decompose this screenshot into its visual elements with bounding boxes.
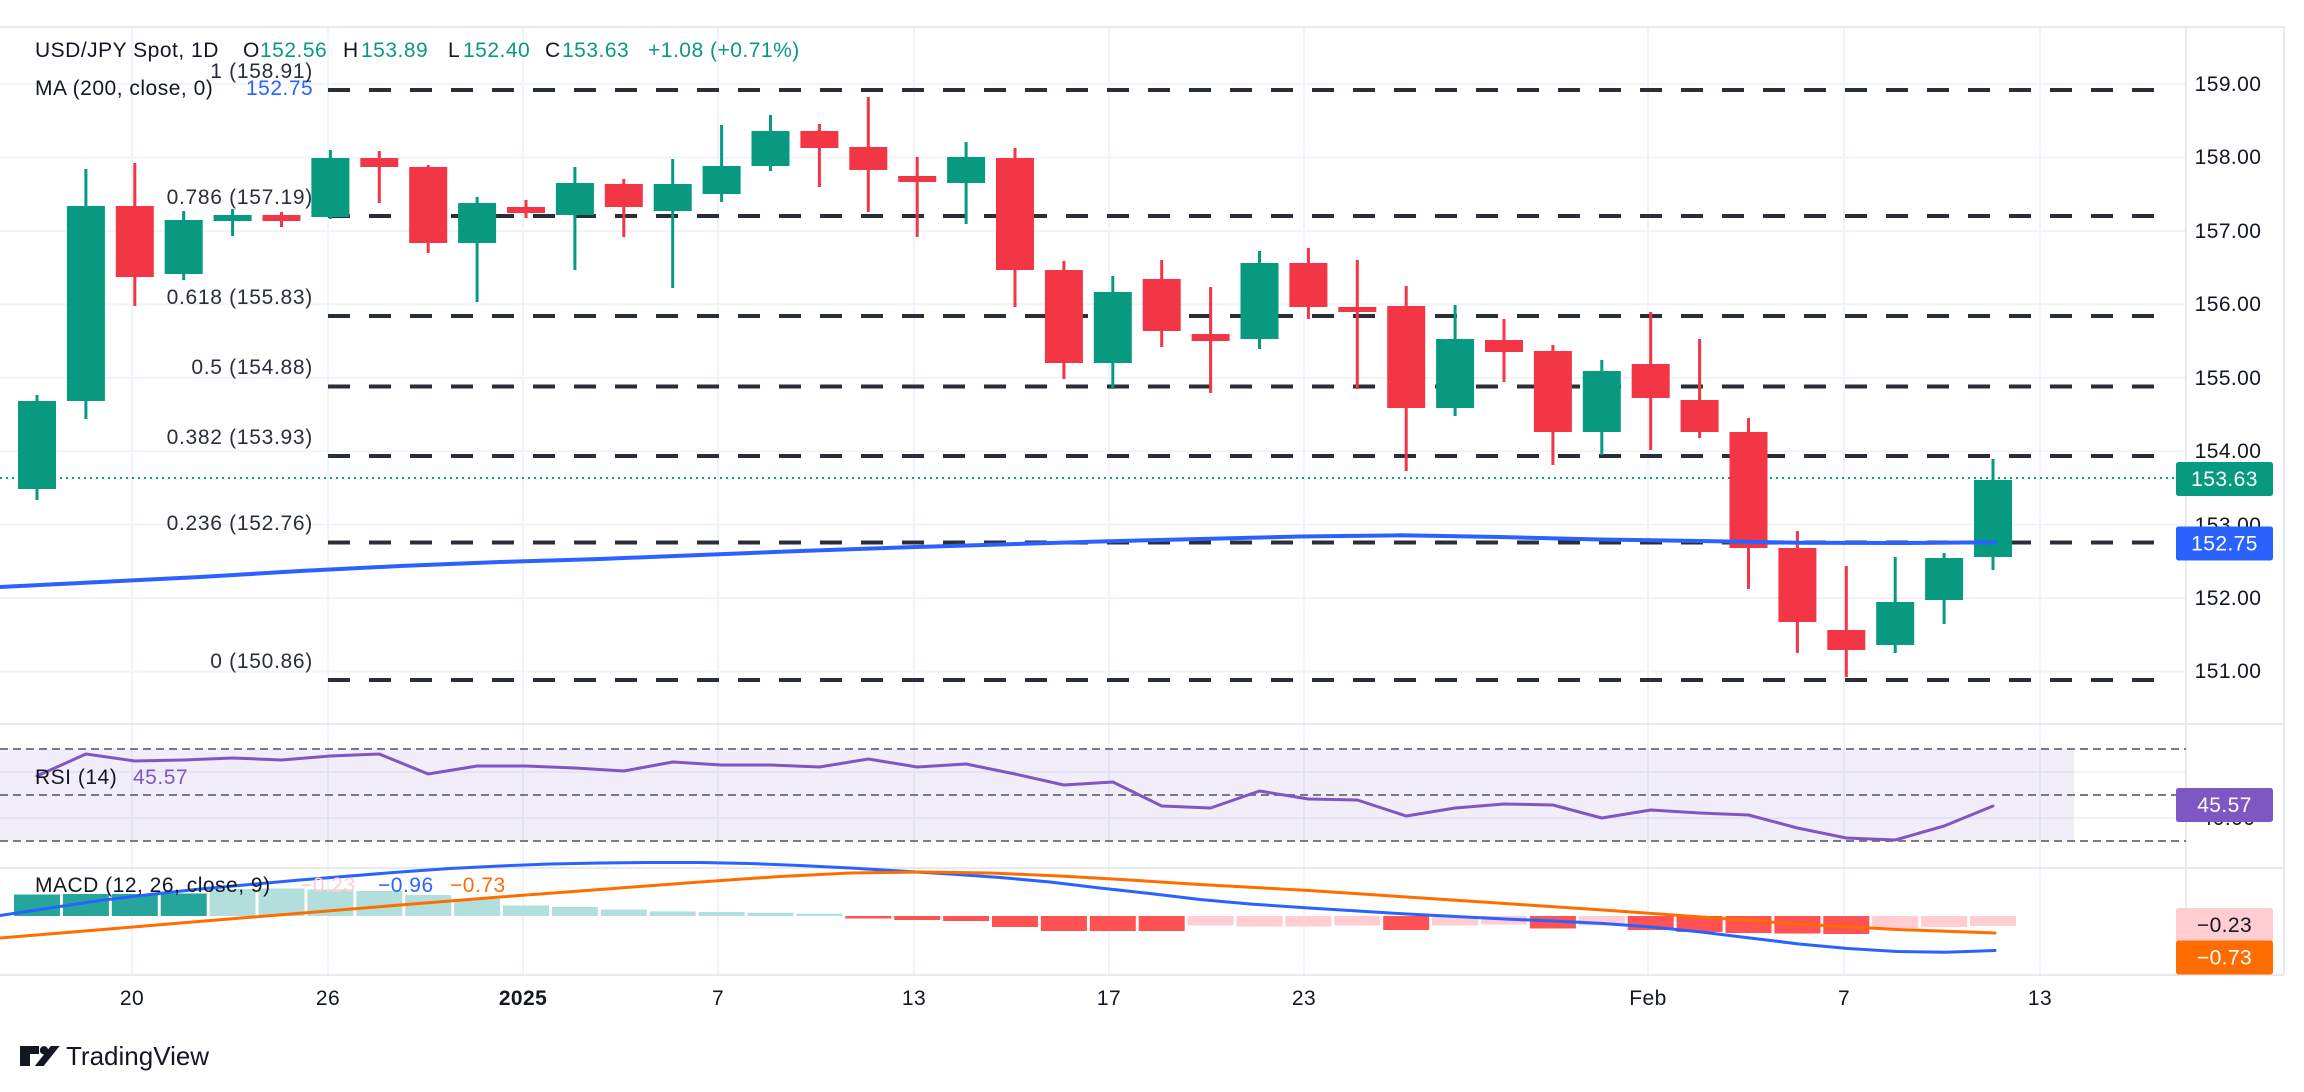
svg-text:−0.23: −0.23 <box>2197 914 2252 937</box>
svg-text:1 (158.91): 1 (158.91) <box>210 60 313 83</box>
svg-text:13: 13 <box>2028 987 2052 1010</box>
svg-text:156.00: 156.00 <box>2195 293 2262 316</box>
svg-text:155.00: 155.00 <box>2195 367 2262 390</box>
svg-text:0 (150.86): 0 (150.86) <box>210 650 313 673</box>
svg-text:7: 7 <box>712 987 724 1010</box>
svg-text:0.786 (157.19): 0.786 (157.19) <box>167 186 313 209</box>
svg-text:159.00: 159.00 <box>2195 73 2262 96</box>
svg-text:0.5 (154.88): 0.5 (154.88) <box>191 356 313 379</box>
svg-text:RSI (14)45.57: RSI (14) 45.57 <box>35 766 188 789</box>
svg-text:−0.73: −0.73 <box>2197 947 2252 970</box>
svg-text:17: 17 <box>1097 987 1121 1010</box>
svg-text:157.00: 157.00 <box>2195 220 2262 243</box>
svg-text:13: 13 <box>902 987 926 1010</box>
svg-text:Feb: Feb <box>1629 987 1666 1010</box>
svg-text:152.00: 152.00 <box>2195 587 2262 610</box>
svg-text:0.382 (153.93): 0.382 (153.93) <box>167 426 313 449</box>
svg-text:26: 26 <box>316 987 340 1010</box>
svg-text:23: 23 <box>1292 987 1316 1010</box>
svg-text:158.00: 158.00 <box>2195 146 2262 169</box>
svg-text:151.00: 151.00 <box>2195 660 2262 683</box>
svg-text:2025: 2025 <box>499 987 547 1010</box>
svg-text:152.75: 152.75 <box>2191 533 2258 556</box>
svg-text:7: 7 <box>1838 987 1850 1010</box>
svg-text:153.63: 153.63 <box>2191 468 2258 491</box>
svg-text:0.618 (155.83): 0.618 (155.83) <box>167 286 313 309</box>
svg-text:TradingView: TradingView <box>66 1041 209 1071</box>
svg-text:20: 20 <box>120 987 144 1010</box>
svg-text:154.00: 154.00 <box>2195 440 2262 463</box>
svg-text:45.57: 45.57 <box>2197 794 2252 817</box>
svg-text:MACD (12, 26, close, 9)−0.23−0: MACD (12, 26, close, 9) −0.23 −0.96 −0.73 <box>35 874 506 897</box>
svg-text:0.236 (152.76): 0.236 (152.76) <box>167 512 313 535</box>
